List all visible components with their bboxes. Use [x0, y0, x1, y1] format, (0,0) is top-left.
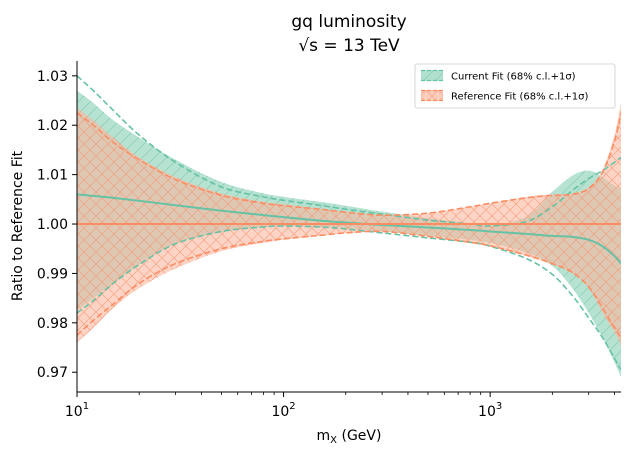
current-legend-label: Current Fit (68% c.l.+1σ)	[451, 72, 576, 83]
y-tick-label: 1.02	[37, 118, 68, 134]
reference-legend-label: Reference Fit (68% c.l.+1σ)	[451, 92, 588, 103]
reference-lower-dashed	[77, 230, 621, 339]
current-upper-dashed	[77, 75, 621, 227]
x-tick-label: 102	[271, 401, 295, 420]
current-legend-swatch-hatch	[421, 70, 443, 81]
x-tick-base: 10	[271, 404, 289, 420]
y-tick-label: 1.01	[37, 168, 68, 184]
x-axis-label-main: m	[317, 428, 331, 444]
lines-layer	[77, 75, 621, 371]
legend: Current Fit (68% c.l.+1σ) Reference Fit (…	[414, 63, 616, 109]
x-tick-label: 103	[478, 401, 502, 420]
y-tick-label: 1.03	[37, 69, 68, 85]
y-tick-label: 1.00	[37, 217, 68, 233]
x-ticks: 101 102 103	[65, 392, 615, 420]
x-tick-exponent: 1	[83, 401, 89, 412]
x-axis-label-sub: X	[330, 435, 337, 446]
x-tick-label: 101	[65, 401, 89, 420]
x-tick-exponent: 3	[496, 401, 502, 412]
y-tick-label: 0.98	[37, 316, 68, 332]
reference-upper-dashed	[77, 112, 621, 216]
chart-title-line2: √s = 13 TeV	[298, 36, 400, 56]
y-tick-label: 0.99	[37, 266, 68, 282]
y-axis-label: Ratio to Reference Fit	[10, 150, 26, 301]
legend-frame	[414, 63, 616, 109]
x-tick-exponent: 2	[289, 401, 295, 412]
title-energy: = 13 TeV	[318, 36, 400, 56]
current-lower-dashed	[77, 225, 621, 371]
reference-legend-swatch-hatch	[421, 90, 443, 101]
x-tick-base: 10	[65, 404, 83, 420]
y-tick-label: 0.97	[37, 365, 68, 381]
x-axis-label: mX (GeV)	[317, 428, 382, 446]
y-ticks: 0.97 0.98 0.99 1.00 1.01 1.02 1.03	[37, 69, 77, 381]
chart-title-line1: gq luminosity	[291, 12, 406, 32]
x-axis-label-rest: (GeV)	[337, 428, 381, 444]
title-sqrt-s: √s	[298, 36, 318, 56]
x-tick-base: 10	[478, 404, 496, 420]
